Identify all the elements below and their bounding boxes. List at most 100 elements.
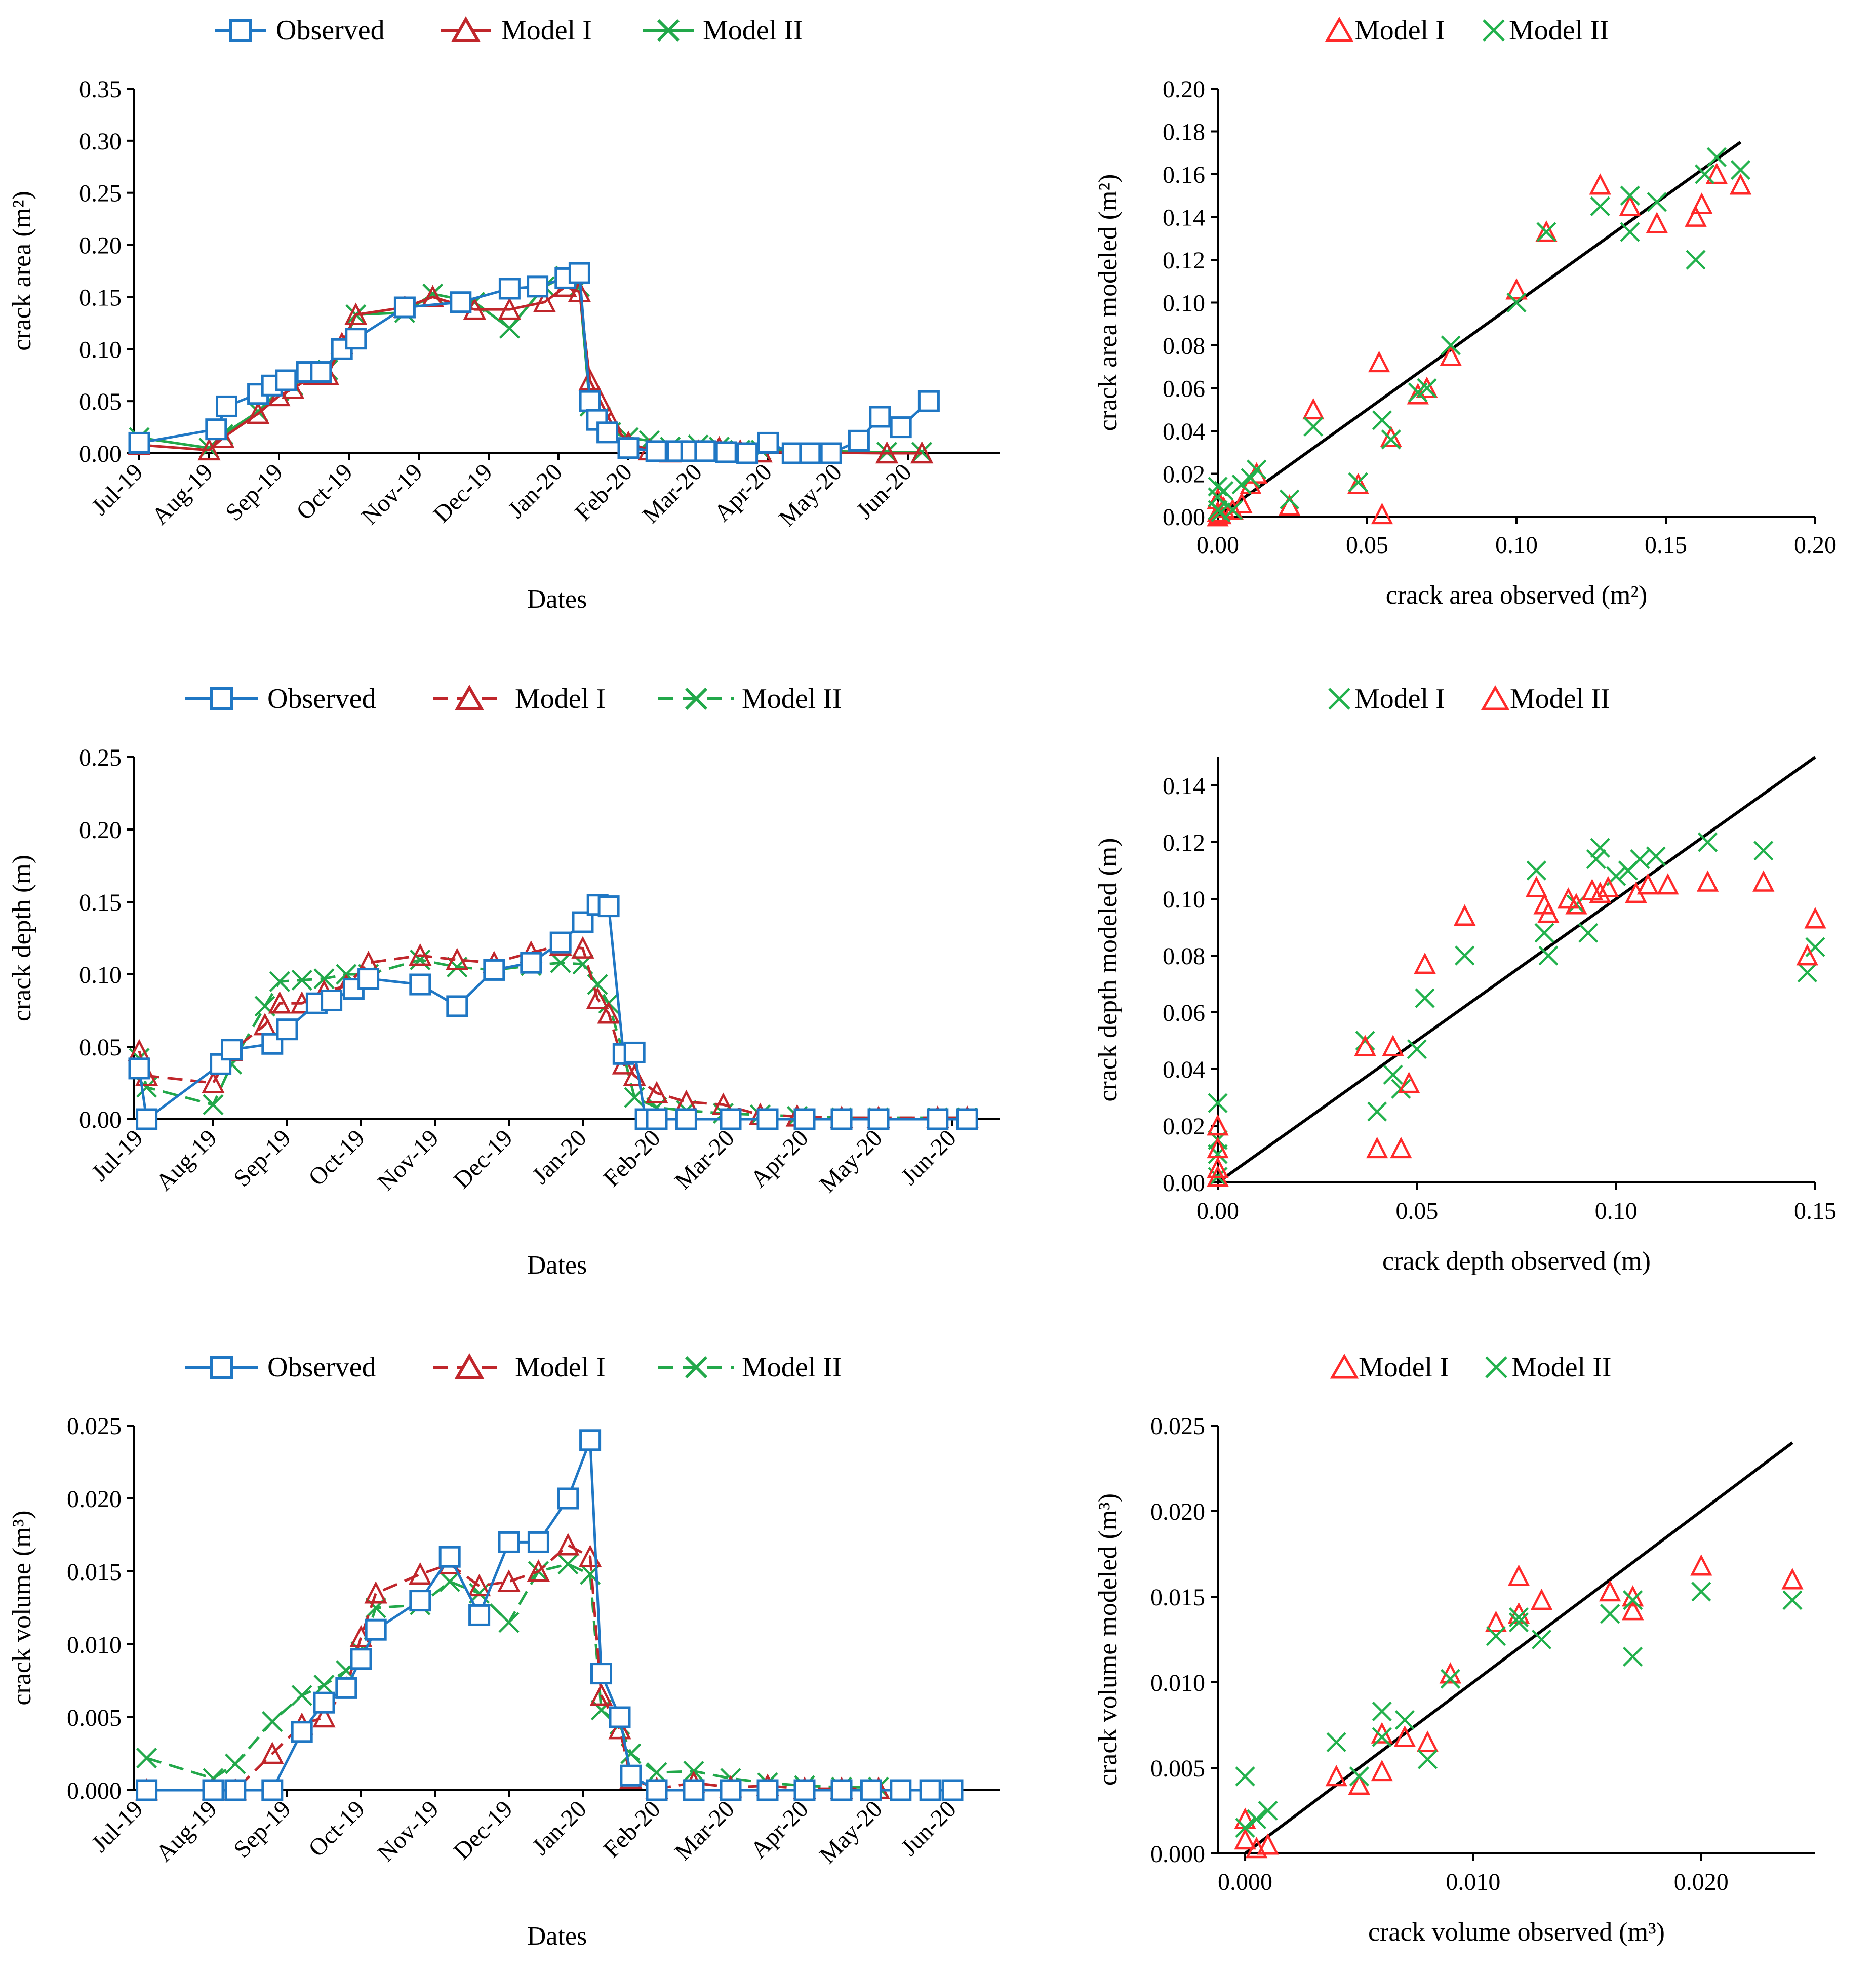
data-point [1647, 192, 1667, 212]
series-line [146, 1439, 952, 1792]
y-tick-label: 0.000 [67, 1778, 122, 1804]
data-point [1586, 849, 1606, 870]
data-point [499, 318, 520, 339]
data-point [1416, 1730, 1439, 1752]
x-tick-label: Feb-20 [570, 458, 637, 526]
data-point [799, 442, 821, 464]
data-point [848, 429, 870, 452]
legend-marker-model-1 [1328, 688, 1350, 710]
data-point [579, 390, 601, 412]
data-point [1417, 1749, 1438, 1769]
x-tick-label: Oct-19 [303, 1124, 370, 1191]
series-observed [136, 1429, 964, 1801]
data-point [1371, 1759, 1393, 1782]
data-point [609, 1706, 631, 1728]
y-tick-label: 0.16 [1163, 162, 1205, 188]
data-point [1208, 477, 1228, 497]
y-tick-label: 0.00 [1163, 1170, 1205, 1197]
data-point [579, 1429, 602, 1451]
data-point [467, 1573, 491, 1597]
legend-marker-model-2 [657, 19, 680, 42]
data-point [1372, 1727, 1392, 1747]
series-model-ii [129, 949, 978, 1128]
x-tick-label: May-20 [774, 458, 847, 532]
data-point [927, 1108, 949, 1130]
data-point [646, 1108, 668, 1130]
data-point [365, 1597, 386, 1618]
y-tick-label: 0.02 [1163, 1113, 1205, 1140]
data-point [941, 1779, 964, 1801]
data-point [1246, 1809, 1267, 1829]
data-point [1383, 1064, 1403, 1085]
legend-marker-observed [229, 19, 252, 42]
data-point [246, 401, 270, 424]
data-point [557, 1487, 579, 1510]
data-point [793, 1108, 816, 1130]
data-point [313, 1691, 335, 1714]
x-tick-label: 0.05 [1346, 532, 1388, 559]
data-point [1753, 841, 1774, 861]
x-axis-title: Dates [527, 1922, 587, 1951]
data-point [572, 911, 594, 933]
y-tick-label: 0.015 [1150, 1584, 1205, 1611]
data-point [1781, 1568, 1804, 1590]
y-tick-label: 0.15 [79, 889, 122, 916]
data-point [409, 1590, 431, 1612]
data-point [136, 1108, 158, 1130]
y-axis-title: crack depth (m) [8, 855, 36, 1021]
x-axis-title: Dates [527, 585, 587, 614]
y-tick-label: 0.14 [1163, 773, 1205, 800]
data-point [1454, 904, 1476, 926]
data-point [1657, 873, 1679, 895]
data-point [646, 1779, 668, 1801]
legend-marker-model-1 [1330, 1353, 1359, 1379]
x-tick-label: Jan-20 [503, 458, 568, 523]
y-tick-label: 0.35 [79, 76, 122, 103]
data-point [1686, 250, 1706, 270]
legend-label-model-1: Model I [1354, 15, 1445, 46]
data-point [446, 947, 469, 970]
legend-marker-model-1 [1325, 16, 1354, 42]
data-point [1211, 502, 1231, 523]
data-point [136, 1779, 158, 1801]
data-point [1620, 185, 1640, 206]
x-axis-title: crack area observed (m²) [1386, 581, 1648, 610]
data-point [128, 1057, 150, 1080]
x-axis-title: crack volume observed (m³) [1368, 1918, 1665, 1947]
data-point [1348, 472, 1368, 492]
data-point [1441, 335, 1461, 356]
x-tick-label: Sep-19 [220, 458, 288, 526]
y-tick-label: 0.30 [79, 128, 122, 155]
data-point [1393, 1725, 1416, 1747]
data-point [556, 1533, 580, 1556]
data-point [597, 895, 620, 918]
data-point [1589, 173, 1611, 195]
data-point [1349, 1766, 1369, 1787]
data-point [956, 1108, 978, 1130]
chart-crack-volume-time-series: 0.000 0.005 0.010 0.015 0.020 0.025 Jul-19 Aug-… [8, 1413, 1000, 1951]
data-point [527, 1559, 550, 1582]
x-tick-label: Feb-20 [598, 1124, 666, 1192]
y-tick-label: 0.10 [1163, 886, 1205, 913]
x-tick-label: Jan-20 [527, 1124, 592, 1189]
x-tick-label: Jul-19 [86, 1124, 148, 1186]
data-point [344, 302, 368, 325]
data-point [1414, 952, 1436, 974]
legend-marker-model-2 [685, 1356, 708, 1379]
x-tick-label: Jun-20 [851, 458, 917, 524]
data-point [590, 1663, 612, 1685]
data-point [1354, 1035, 1376, 1056]
x-tick-label: May-20 [814, 1795, 888, 1869]
x-tick-label: 0.00 [1196, 532, 1239, 559]
legend-label-model-1: Model I [1359, 1352, 1449, 1383]
data-point [596, 421, 619, 444]
data-point [1534, 923, 1554, 943]
data-point [1257, 1833, 1279, 1855]
data-point [1208, 1144, 1228, 1164]
x-tick-label: 0.020 [1674, 1869, 1729, 1895]
data-point [1619, 194, 1641, 216]
series-model-i [135, 1533, 890, 1801]
data-point [860, 1779, 882, 1801]
data-point [262, 1711, 283, 1732]
y-tick-label: 0.18 [1163, 119, 1205, 146]
